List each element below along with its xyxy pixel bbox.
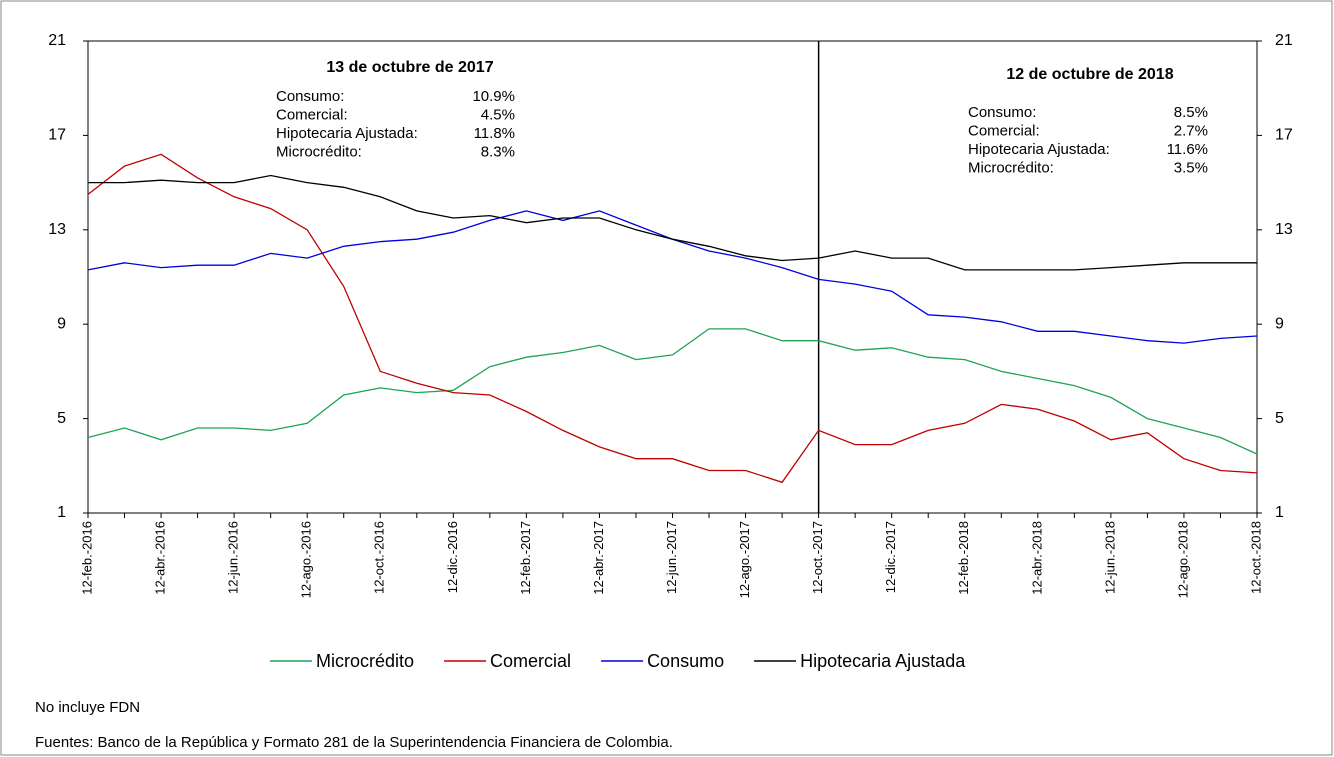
legend-label: Hipotecaria Ajustada: [800, 651, 966, 671]
x-tick-label: 12-abr.-2017: [591, 521, 606, 595]
x-tick-label: 12-feb.-2017: [518, 521, 533, 595]
x-tick-label: 12-ago.-2017: [737, 521, 752, 598]
y2-tick-label: 21: [1275, 32, 1293, 49]
y2-tick-label: 17: [1275, 127, 1293, 144]
annotation-title: 12 de octubre de 2018: [1006, 66, 1173, 83]
x-tick-label: 12-oct.-2016: [372, 521, 387, 594]
y2-tick-label: 1: [1275, 504, 1284, 521]
note: No incluye FDN: [35, 699, 140, 716]
annotation-value: 10.9%: [472, 88, 515, 105]
legend-label: Microcrédito: [316, 651, 414, 671]
y2-tick-label: 13: [1275, 221, 1293, 238]
x-tick-label: 12-jun.-2016: [226, 521, 241, 594]
annotation-value: 4.5%: [481, 106, 515, 123]
x-tick-label: 12-abr.-2018: [1029, 521, 1044, 595]
x-tick-label: 12-ago.-2018: [1175, 521, 1190, 598]
y-tick-label: 5: [57, 410, 66, 427]
annotation-value: 2.7%: [1174, 122, 1208, 139]
annotation-label: Comercial:: [968, 122, 1040, 139]
x-tick-label: 12-feb.-2016: [79, 521, 94, 595]
annotation-label: Consumo:: [276, 88, 344, 105]
annotation-label: Microcrédito:: [968, 159, 1054, 176]
annotation-value: 11.8%: [474, 125, 515, 142]
y2-tick-label: 9: [1275, 315, 1284, 332]
annotation-label: Hipotecaria Ajustada:: [276, 125, 418, 142]
y2-tick-label: 5: [1275, 410, 1284, 427]
annotation-label: Consumo:: [968, 104, 1036, 121]
x-tick-label: 12-jun.-2017: [664, 521, 679, 594]
source: Fuentes: Banco de la República y Formato…: [35, 734, 673, 751]
x-tick-label: 12-oct.-2017: [810, 521, 825, 594]
x-tick-label: 12-oct.-2018: [1248, 521, 1263, 594]
annotation-label: Comercial:: [276, 106, 348, 123]
y-tick-label: 13: [48, 221, 66, 238]
series-line: [87, 153, 1258, 484]
annotation-value: 8.5%: [1174, 104, 1208, 121]
y-tick-label: 1: [57, 504, 66, 521]
x-tick-label: 12-dic.-2017: [883, 521, 898, 593]
x-tick-label: 12-feb.-2018: [956, 521, 971, 595]
series-line: [87, 328, 1258, 455]
legend-label: Comercial: [490, 651, 571, 671]
y-tick-label: 9: [57, 315, 66, 332]
x-tick-label: 12-dic.-2016: [445, 521, 460, 593]
annotation-value: 8.3%: [481, 143, 515, 160]
y-tick-label: 21: [48, 32, 66, 49]
series-line: [88, 174, 1257, 271]
annotation-label: Hipotecaria Ajustada:: [968, 141, 1110, 158]
x-tick-label: 12-jun.-2018: [1102, 521, 1117, 594]
x-tick-label: 12-ago.-2016: [299, 521, 314, 598]
annotation-value: 11.6%: [1167, 141, 1208, 158]
annotation-value: 3.5%: [1174, 159, 1208, 176]
annotation-label: Microcrédito:: [276, 143, 362, 160]
y-tick-label: 17: [48, 127, 66, 144]
annotation-title: 13 de octubre de 2017: [326, 59, 493, 76]
x-tick-label: 12-abr.-2016: [153, 521, 168, 595]
legend-label: Consumo: [647, 651, 724, 671]
